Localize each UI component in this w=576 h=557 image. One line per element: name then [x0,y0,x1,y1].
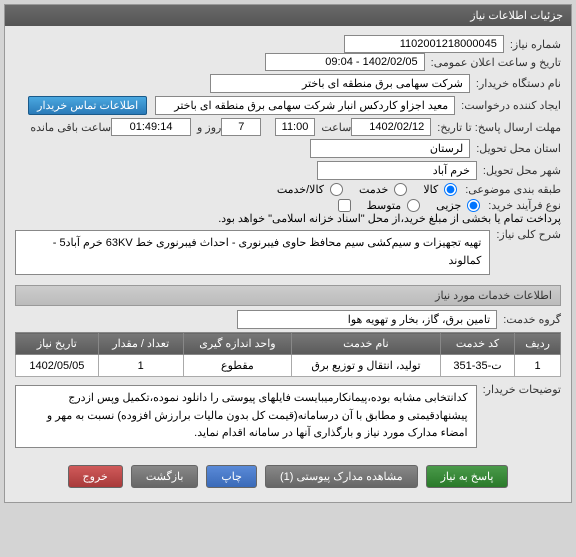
radio-khadamat-label: خدمت [359,183,388,196]
attach-button[interactable]: مشاهده مدارک پیوستی (1) [265,465,418,488]
remain-time: 01:49:14 [111,118,191,136]
th-index: ردیف [515,333,561,355]
service-group-value: تامین برق، گاز، بخار و تهویه هوا [237,310,497,329]
row-general-desc: شرح کلی نیاز: تهیه تجهیزات و سیم‌کشی سیم… [15,228,561,281]
service-group-label: گروه خدمت: [503,313,561,326]
td-qty: 1 [98,355,183,377]
pubdate-label: تاریخ و ساعت اعلان عمومی: [431,56,561,69]
buyer-org-value: شرکت سهامی برق منطقه ای باختر [210,74,470,93]
need-no-label: شماره نیاز: [510,38,561,51]
row-buyer-org: نام دستگاه خریدار: شرکت سهامی برق منطقه … [15,74,561,93]
deadline-label: مهلت ارسال پاسخ: تا تاریخ: [437,121,561,134]
general-desc-label: شرح کلی نیاز: [496,228,561,241]
back-button[interactable]: بازگشت [131,465,199,488]
th-code: کد خدمت [440,333,515,355]
exit-button[interactable]: خروج [68,465,123,488]
table-header-row: ردیف کد خدمت نام خدمت واحد اندازه گیری ت… [16,333,561,355]
contact-buyer-button[interactable]: اطلاعات تماس خریدار [28,96,147,115]
th-name: نام خدمت [292,333,441,355]
buyer-org-label: نام دستگاه خریدار: [476,77,561,90]
services-section-header: اطلاعات خدمات مورد نیاز [15,285,561,306]
radio-kalakhadamat-label: کالا/خدمت [277,183,324,196]
remain-label: ساعت باقی مانده [30,121,111,134]
radio-khadamat[interactable] [394,183,407,196]
row-explain: توضیحات خریدار: کدانتخابی مشابه بوده،پیم… [15,383,561,454]
general-desc-value: تهیه تجهیزات و سیم‌کشی سیم محافظ حاوی فی… [15,230,490,275]
radio-kalakhadamat[interactable] [330,183,343,196]
days-value: 7 [221,118,261,136]
row-requester: ایجاد کننده درخواست: معید اجزاو کاردکس ا… [15,96,561,115]
requester-value: معید اجزاو کاردکس انبار شرکت سهامی برق م… [155,96,455,115]
radio-motavaset[interactable] [407,199,420,212]
row-purchase-type: نوع فرآیند خرید: جزیی متوسط پرداخت تمام … [15,199,561,225]
city-value: خرم آباد [317,161,477,180]
radio-kala[interactable] [444,183,457,196]
radio-kala-label: کالا [423,183,438,196]
hour-label-1: ساعت [321,121,351,134]
row-city: شهر محل تحویل: خرم آباد [15,161,561,180]
explain-value: کدانتخابی مشابه بوده،پیمانکارمیبایست فای… [15,385,477,448]
td-name: تولید، انتقال و توزیع برق [292,355,441,377]
services-table: ردیف کد خدمت نام خدمت واحد اندازه گیری ت… [15,332,561,377]
province-label: استان محل تحویل: [476,142,561,155]
purchase-type-label: نوع فرآیند خرید: [488,199,561,212]
td-index: 1 [515,355,561,377]
requester-label: ایجاد کننده درخواست: [461,99,561,112]
radio-jozi-label: جزیی [436,199,461,212]
radio-jozi[interactable] [467,199,480,212]
reply-button[interactable]: پاسخ به نیاز [426,465,509,488]
th-unit: واحد اندازه گیری [183,333,292,355]
explain-label: توضیحات خریدار: [483,383,561,396]
th-date: تاریخ نیاز [16,333,99,355]
deadline-hour: 11:00 [275,118,315,136]
need-details-panel: جزئیات اطلاعات نیاز شماره نیاز: 11020012… [4,4,572,503]
checkbox-treasury[interactable] [338,199,351,212]
row-deadline: مهلت ارسال پاسخ: تا تاریخ: 1402/02/12 سا… [15,118,561,136]
td-unit: مقطوع [183,355,292,377]
days-label: روز و [197,121,221,134]
table-row: 1 ت-35-351 تولید، انتقال و توزیع برق مقط… [16,355,561,377]
row-subject-type: طبقه بندی موضوعی: کالا خدمت کالا/خدمت [15,183,561,196]
panel-title: جزئیات اطلاعات نیاز [5,5,571,26]
panel-body: شماره نیاز: 1102001218000045 تاریخ و ساع… [5,26,571,502]
pubdate-value: 1402/02/05 - 09:04 [265,53,425,71]
row-need-no: شماره نیاز: 1102001218000045 تاریخ و ساع… [15,35,561,71]
th-qty: تعداد / مقدار [98,333,183,355]
row-province: استان محل تحویل: لرستان [15,139,561,158]
print-button[interactable]: چاپ [206,465,257,488]
td-date: 1402/05/05 [16,355,99,377]
province-value: لرستان [310,139,470,158]
need-no-value: 1102001218000045 [344,35,504,53]
radio-motavaset-label: متوسط [367,199,402,212]
row-service-group: گروه خدمت: تامین برق، گاز، بخار و تهویه … [15,310,561,329]
bottom-buttons: پاسخ به نیاز مشاهده مدارک پیوستی (1) چاپ… [15,457,561,496]
city-label: شهر محل تحویل: [483,164,561,177]
subject-type-label: طبقه بندی موضوعی: [465,183,561,196]
deadline-date: 1402/02/12 [351,118,431,136]
td-code: ت-35-351 [440,355,515,377]
treasury-note: پرداخت تمام یا بخشی از مبلغ خرید،از محل … [218,212,561,225]
